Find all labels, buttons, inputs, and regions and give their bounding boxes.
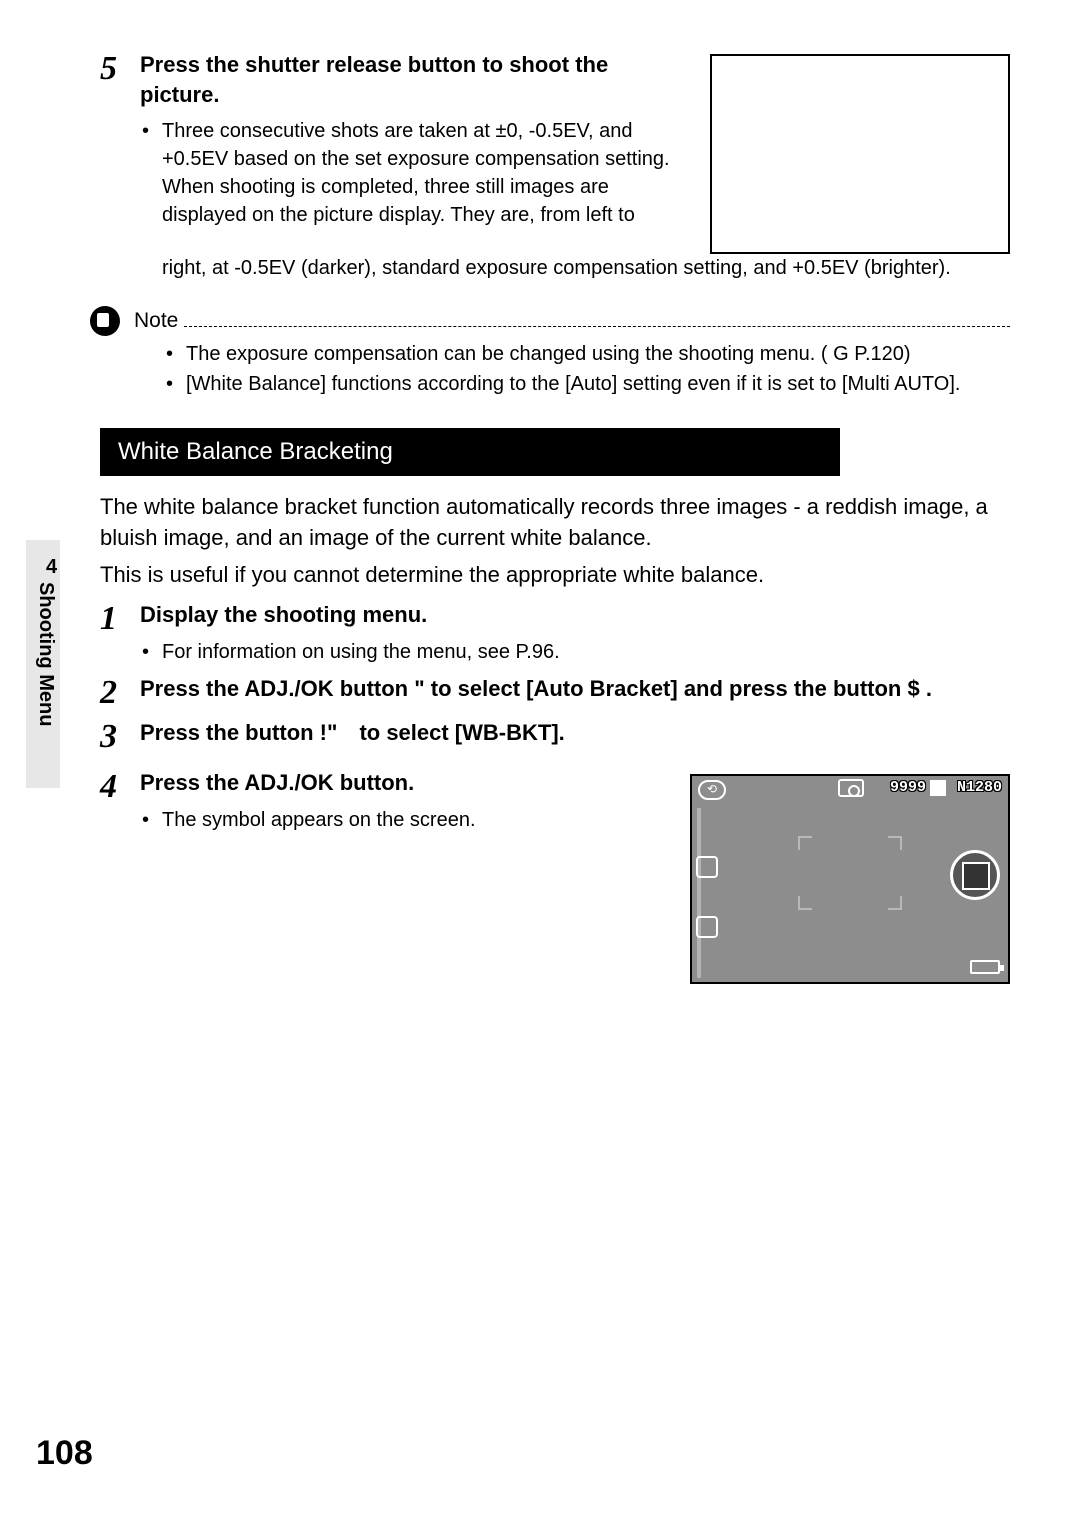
note-heading: Note bbox=[90, 306, 1010, 336]
step-bullet: The symbol appears on the screen. bbox=[140, 806, 666, 834]
step-3: 3 Press the button !" to select [WB-BKT]… bbox=[100, 718, 1010, 754]
note-icon bbox=[90, 306, 120, 336]
step-number: 4 bbox=[100, 768, 140, 804]
step-title: Press the button !" to select [WB-BKT]. bbox=[140, 718, 1010, 748]
step-number: 5 bbox=[100, 50, 140, 86]
camera-icon bbox=[838, 779, 864, 797]
step-title: Press the shutter release button to shoo… bbox=[140, 50, 690, 109]
image-size: N1280 bbox=[957, 779, 1002, 796]
mode-icon: ⟲ bbox=[698, 780, 726, 800]
note-item: [White Balance] functions according to t… bbox=[164, 370, 1010, 398]
illustration-placeholder bbox=[710, 54, 1010, 254]
body-paragraph: The white balance bracket function autom… bbox=[100, 492, 1010, 554]
card-icon bbox=[930, 780, 946, 796]
chapter-number: 4 bbox=[46, 556, 57, 579]
step-title: Press the ADJ./OK button. bbox=[140, 768, 666, 798]
flash-icon bbox=[696, 856, 718, 878]
body-paragraph: This is useful if you cannot determine t… bbox=[100, 560, 1010, 591]
wb-bkt-symbol bbox=[950, 850, 1000, 900]
note-item: The exposure compensation can be changed… bbox=[164, 340, 1010, 368]
step-1: 1 Display the shooting menu. For informa… bbox=[100, 600, 1010, 666]
step-title: Press the ADJ./OK button " to select [Au… bbox=[140, 674, 1010, 704]
step-bullet: Three consecutive shots are taken at ±0,… bbox=[140, 117, 690, 229]
step-2: 2 Press the ADJ./OK button " to select [… bbox=[100, 674, 1010, 710]
step-4: 4 Press the ADJ./OK button. The symbol a… bbox=[100, 768, 1010, 984]
step-5: 5 Press the shutter release button to sh… bbox=[100, 50, 1010, 282]
shots-remaining: 9999 bbox=[890, 779, 926, 796]
step-bullet-cont: right, at -0.5EV (darker), standard expo… bbox=[140, 254, 1010, 282]
battery-icon bbox=[970, 960, 1000, 974]
note-label: Note bbox=[134, 309, 178, 333]
chapter-title: Shooting Menu bbox=[34, 582, 57, 726]
manual-page: 4 Shooting Menu 5 Press the shutter rele… bbox=[0, 0, 1080, 1521]
note-divider bbox=[184, 315, 1010, 328]
note-list: The exposure compensation can be changed… bbox=[100, 340, 1010, 398]
macro-icon bbox=[696, 916, 718, 938]
step-number: 1 bbox=[100, 600, 140, 636]
step-number: 2 bbox=[100, 674, 140, 710]
lcd-illustration: ⟲ 9999 N1280 bbox=[690, 774, 1010, 984]
step-title: Display the shooting menu. bbox=[140, 600, 1010, 630]
step-number: 3 bbox=[100, 718, 140, 754]
section-heading: White Balance Bracketing bbox=[100, 428, 840, 476]
page-number: 108 bbox=[36, 1434, 93, 1473]
step-bullet: For information on using the menu, see P… bbox=[140, 638, 1010, 666]
